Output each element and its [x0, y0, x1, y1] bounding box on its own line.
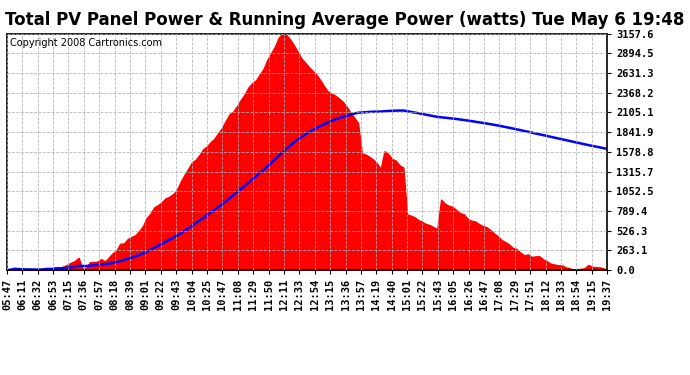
Text: Total PV Panel Power & Running Average Power (watts) Tue May 6 19:48: Total PV Panel Power & Running Average P…	[6, 11, 684, 29]
Text: Copyright 2008 Cartronics.com: Copyright 2008 Cartronics.com	[10, 39, 162, 48]
